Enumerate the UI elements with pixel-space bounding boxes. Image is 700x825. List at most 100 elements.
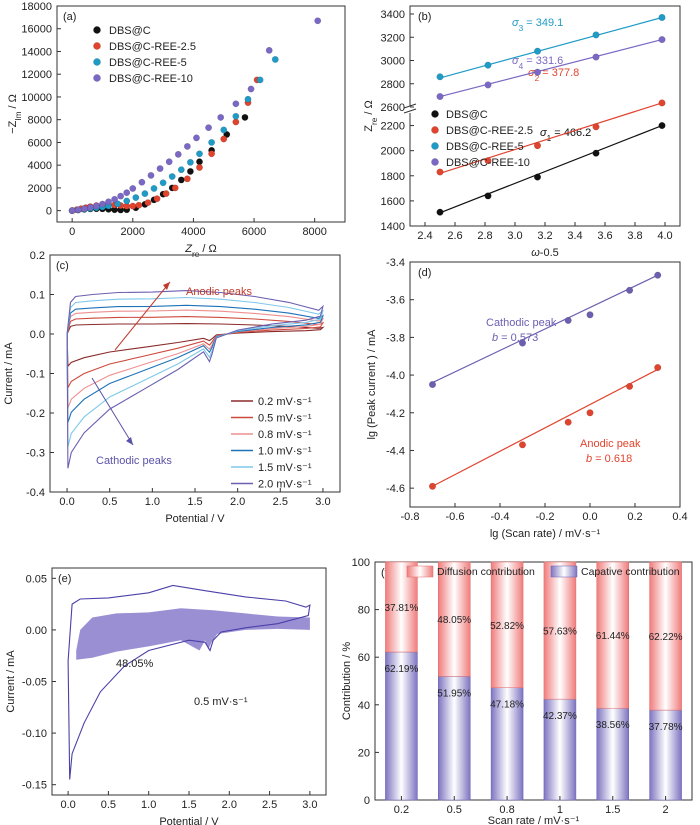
y-tick-label-b: 3400 (381, 9, 405, 21)
y-axis-label-e: Current / mA (5, 650, 17, 713)
data-point-a-3 (117, 192, 125, 200)
plot-frame-d (409, 261, 681, 508)
data-point-a-1 (162, 190, 170, 197)
y-tick-label-e: 0.00 (26, 625, 47, 637)
data-point-a-1 (183, 175, 191, 183)
y-tick-label-d: -3.4 (386, 257, 405, 269)
y-tick-label-a: 2000 (28, 183, 52, 195)
legend-marker-a-3 (93, 74, 101, 82)
y-tick-label-f: 100 (352, 557, 370, 569)
data-point-a-3 (183, 142, 191, 150)
y-tick-label-a: 6000 (28, 137, 52, 149)
legend-label-c-5: 2.0 mV·s⁻¹ (258, 479, 312, 491)
y-axis-label-c: Current / mA (3, 342, 15, 405)
x-tick-label-c: 1.0 (145, 496, 160, 508)
data-point-b-0 (436, 208, 444, 216)
fit-line-b-3 (439, 38, 663, 98)
y-tick-label-f: 60 (358, 652, 370, 664)
data-point-a-2 (114, 200, 122, 208)
bar-diffusion-f-1 (438, 561, 471, 677)
y-tick-label-f: 80 (358, 605, 370, 617)
annotation-cathodic-c: Cathodic peaks (96, 455, 172, 467)
x-tick-label-a: 4000 (181, 226, 205, 238)
legend-marker-b-2 (431, 142, 439, 150)
y-tick-label-d: -4.2 (386, 408, 405, 420)
x-tick-label-d: -0.2 (536, 511, 555, 523)
y-tick-label-b: 2800 (381, 79, 405, 91)
legend-label-b-0: DBS@C (446, 109, 488, 121)
x-axis-label-b: ω-0.5 (531, 247, 559, 259)
x-tick-label-c: 0.0 (59, 496, 74, 508)
series-label-d-0: Cathodic peak (486, 317, 557, 329)
data-point-d-0 (429, 381, 437, 389)
cv-curve-c-2 (66, 309, 325, 409)
x-tick-label-c: 0.5 (102, 496, 117, 508)
x-tick-label-d: -0.6 (446, 511, 465, 523)
x-tick-label-b: 3.2 (537, 230, 552, 242)
data-point-a-1 (135, 201, 143, 209)
fit-line-b-1 (439, 102, 663, 174)
y-axis-label-b: Zre / Ω (363, 100, 379, 131)
x-tick-label-d: 0.4 (672, 511, 687, 523)
x-tick-label-c: 2.5 (273, 496, 288, 508)
panel-label-d: (d) (418, 267, 431, 279)
data-point-a-3 (165, 158, 173, 166)
cv-curve-c-1 (66, 316, 325, 390)
data-point-d-1 (654, 364, 662, 372)
data-point-b-0 (484, 192, 492, 200)
legend-label-c-0: 0.2 mV·s⁻¹ (258, 396, 312, 408)
data-point-a-3 (123, 189, 131, 197)
bar-label-diffusion-f-0: 37.81% (384, 603, 418, 614)
bar-capacitive-f-1 (438, 676, 471, 801)
data-point-a-3 (99, 200, 106, 208)
y-tick-label-a: 10000 (21, 92, 52, 104)
data-point-a-2 (196, 150, 203, 158)
data-point-a-3 (174, 150, 182, 158)
x-tick-label-a: 6000 (242, 226, 266, 238)
fit-line-d-1 (432, 368, 659, 487)
y-tick-label-a: 0 (46, 206, 52, 218)
data-point-a-3 (156, 165, 164, 172)
x-tick-label-c: 1.5 (187, 496, 202, 508)
data-point-a-1 (171, 184, 179, 192)
data-point-a-2 (132, 194, 140, 201)
x-tick-label-c: 3.0 (315, 496, 330, 508)
legend-swatch-diffusion-f (406, 565, 434, 578)
y-tick-label-a: 12000 (21, 69, 52, 81)
y-axis-label-f: Contribution / % (341, 642, 353, 720)
y-tick-label-c: 0.0 (30, 329, 45, 341)
data-point-a-2 (141, 190, 149, 197)
legend-label-b-1: DBS@C-REE-2.5 (446, 125, 533, 137)
bar-label-capacitive-f-0: 62.19% (384, 664, 418, 675)
bar-label-capacitive-f-1: 51.95% (437, 688, 471, 699)
data-point-a-0 (241, 114, 249, 121)
bar-label-diffusion-f-1: 48.05% (437, 615, 471, 626)
cv-curve-c-0 (66, 323, 325, 368)
data-point-a-0 (196, 158, 203, 166)
bar-label-capacitive-f-2: 47.18% (490, 700, 524, 711)
data-point-a-2 (177, 166, 185, 174)
data-point-b-2 (484, 61, 492, 69)
y-tick-label-c: -0.3 (26, 448, 45, 460)
x-tick-label-a: 2000 (121, 226, 145, 238)
data-point-b-2 (436, 73, 444, 81)
panel-d: -0.8 -0.6 -0.4 -0.2 0.0 0.2 0.4 -4.6 -4.4 -4.2 -4.… (366, 257, 688, 540)
plot-frame-e (51, 567, 327, 796)
y-tick-label-c: 0.2 (30, 250, 45, 262)
bar-capacitive-f-3 (543, 698, 577, 801)
data-point-d-0 (586, 311, 594, 319)
data-point-a-3 (129, 185, 137, 192)
data-point-b-1 (592, 123, 600, 131)
data-point-a-3 (193, 134, 200, 142)
series-label-d-1: Anodic peak (580, 438, 641, 450)
data-point-a-1 (220, 135, 228, 143)
fit-line-b-2 (439, 16, 663, 79)
y-tick-label-d: -4.6 (386, 483, 405, 495)
axis-break-mask-b (404, 106, 416, 113)
x-tick-label-d: -0.4 (491, 511, 510, 523)
legend-marker-b-1 (431, 126, 439, 134)
data-point-b-3 (534, 68, 542, 76)
x-tick-label-f-1: 0.5 (447, 804, 462, 816)
data-point-d-1 (626, 382, 634, 390)
